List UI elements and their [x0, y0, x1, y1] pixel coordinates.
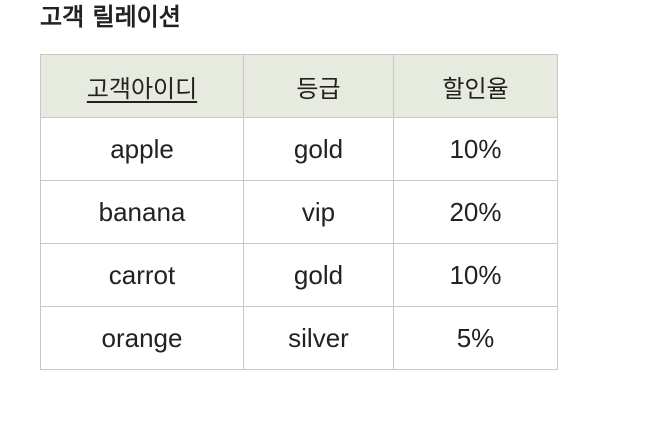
table-header-row: 고객아이디 등급 할인율 [40, 54, 558, 118]
primary-key-label: 고객아이디 [86, 74, 198, 103]
cell-customer-id: apple [40, 117, 244, 181]
cell-discount-rate: 10% [393, 243, 558, 307]
cell-grade: silver [243, 306, 394, 370]
customer-relation-table: 고객아이디 등급 할인율 apple gold 10% banana vip 2… [40, 54, 558, 370]
cell-discount-rate: 10% [393, 117, 558, 181]
page-title: 고객 릴레이션 [40, 3, 181, 31]
header-customer-id: 고객아이디 [40, 54, 244, 118]
table-row: banana vip 20% [40, 180, 558, 244]
cell-grade: gold [243, 117, 394, 181]
cell-grade: vip [243, 180, 394, 244]
table-row: carrot gold 10% [40, 243, 558, 307]
cell-grade: gold [243, 243, 394, 307]
table-row: apple gold 10% [40, 117, 558, 181]
header-grade: 등급 [243, 54, 394, 118]
cell-customer-id: orange [40, 306, 244, 370]
cell-customer-id: carrot [40, 243, 244, 307]
cell-discount-rate: 5% [393, 306, 558, 370]
table-row: orange silver 5% [40, 306, 558, 370]
cell-customer-id: banana [40, 180, 244, 244]
header-discount-rate: 할인율 [393, 54, 558, 118]
cell-discount-rate: 20% [393, 180, 558, 244]
